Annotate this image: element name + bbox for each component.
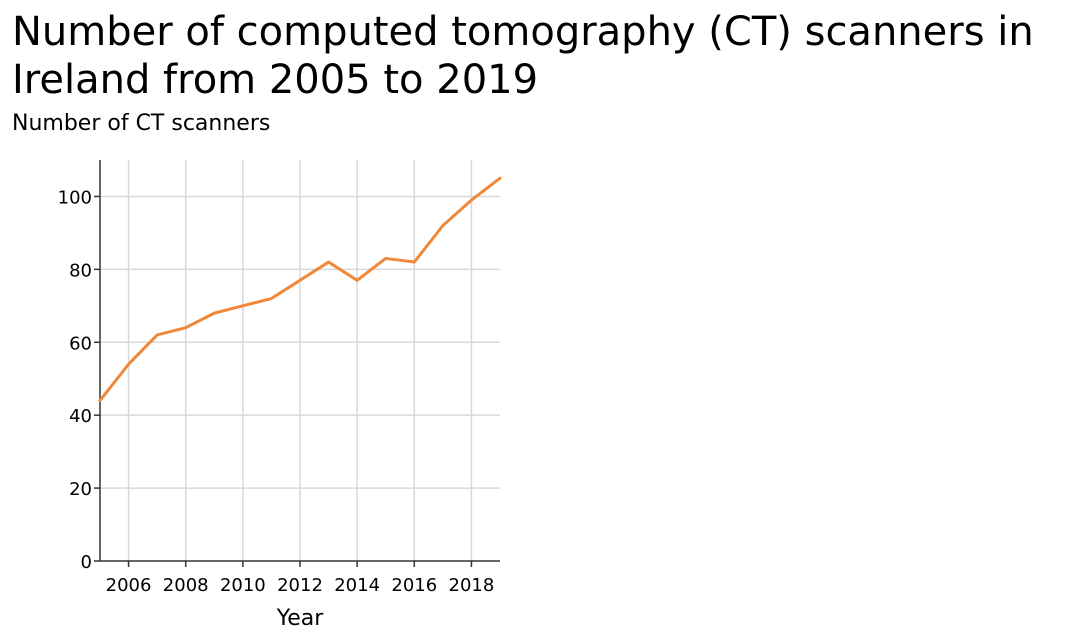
chart-title: Number of computed tomography (CT) scann… (12, 9, 1034, 103)
data-point-2019 (499, 177, 501, 179)
y-tick-label-60: 60 (69, 333, 92, 354)
data-point-2015 (385, 257, 387, 259)
y-tick-label-40: 40 (69, 406, 92, 427)
y-tick-label-0: 0 (81, 552, 92, 573)
y-ticks: 0 20 40 60 80 100 (58, 187, 100, 573)
x-ticks: 2006 2008 2010 2012 2014 2016 2018 (106, 561, 495, 596)
x-axis-label: Year (276, 606, 325, 631)
x-tick-label-2012: 2012 (277, 575, 323, 596)
series-line (98, 176, 502, 403)
data-point-2016 (413, 261, 415, 263)
data-point-2009 (213, 312, 215, 314)
x-tick-label-2018: 2018 (449, 575, 495, 596)
data-point-2010 (242, 305, 244, 307)
data-point-2018 (470, 199, 472, 201)
y-tick-label-100: 100 (58, 187, 92, 208)
y-tick-label-80: 80 (69, 260, 92, 281)
x-tick-label-2014: 2014 (334, 575, 380, 596)
data-point-2017 (442, 225, 444, 227)
data-point-2011 (270, 298, 272, 300)
data-point-2008 (185, 327, 187, 329)
data-point-2007 (156, 334, 158, 336)
x-tick-label-2008: 2008 (163, 575, 209, 596)
data-point-2006 (128, 363, 130, 365)
data-point-2013 (328, 261, 330, 263)
y-axis-label: Number of CT scanners (12, 111, 271, 136)
x-tick-label-2016: 2016 (391, 575, 437, 596)
data-point-2005 (99, 400, 101, 402)
series (98, 176, 502, 403)
data-point-2012 (299, 279, 301, 281)
data-point-2014 (356, 279, 358, 281)
x-tick-label-2006: 2006 (106, 575, 152, 596)
x-tick-label-2010: 2010 (220, 575, 266, 596)
y-tick-label-20: 20 (69, 479, 92, 500)
grid (100, 160, 500, 561)
